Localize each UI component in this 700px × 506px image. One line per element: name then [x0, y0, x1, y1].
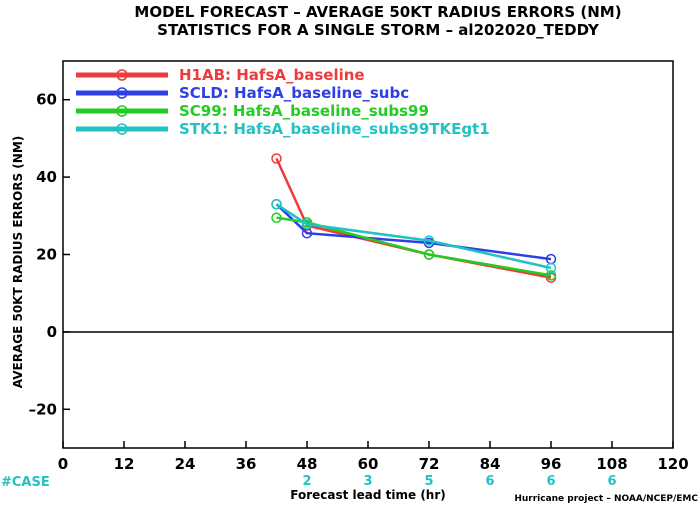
- data-point: [545, 270, 557, 281]
- data-point: [271, 212, 282, 223]
- legend-label: H1AB: HafsA_baseline: [179, 66, 365, 84]
- case-count: 2: [302, 474, 311, 489]
- x-tick-label: 96: [541, 455, 562, 473]
- chart-title: MODEL FORECAST – AVERAGE 50KT RADIUS ERR…: [134, 3, 621, 21]
- x-tick-label: 72: [419, 455, 440, 473]
- data-point: [271, 198, 282, 210]
- x-tick-label: 60: [358, 455, 379, 473]
- y-tick-label: 0: [47, 323, 57, 341]
- x-tick-label: 36: [236, 455, 257, 473]
- x-axis: 0 12 24 36 48 60 72 84 96 108 120: [58, 441, 689, 473]
- data-point: [423, 249, 435, 260]
- data-point: [545, 262, 557, 274]
- x-tick-label: 108: [596, 455, 627, 473]
- x-tick-label: 12: [114, 455, 135, 473]
- y-tick-label: 40: [36, 168, 57, 186]
- series-layer: [271, 153, 557, 283]
- credit-text: Hurricane project – NOAA/NCEP/EMC: [514, 494, 698, 504]
- y-tick-label: 20: [36, 246, 57, 264]
- x-tick-label: 24: [175, 455, 196, 473]
- data-point: [271, 153, 282, 164]
- legend-marker: [116, 87, 128, 99]
- case-label: #CASE: [1, 475, 50, 490]
- legend-label: SCLD: HafsA_baseline_subc: [179, 84, 409, 102]
- case-count: 3: [363, 474, 372, 489]
- legend-marker: [116, 105, 128, 117]
- case-count: 6: [485, 474, 494, 489]
- case-count: 6: [546, 474, 555, 489]
- case-count: 6: [607, 474, 616, 489]
- y-axis: –20 0 20 40 60: [29, 91, 70, 418]
- x-axis-label: Forecast lead time (hr): [290, 488, 446, 502]
- case-counts: #CASE 2 3 5 6 6 6: [1, 474, 617, 490]
- y-tick-label: 60: [36, 91, 57, 109]
- series-line: [276, 216, 552, 277]
- data-point: [301, 219, 313, 230]
- data-point: [423, 235, 435, 246]
- legend-label: STK1: HafsA_baseline_subs99TKEgt1: [179, 120, 490, 138]
- legend-marker: [116, 69, 128, 81]
- case-count: 5: [424, 474, 433, 489]
- x-tick-label: 84: [480, 455, 501, 473]
- x-tick-label: 0: [58, 455, 68, 473]
- y-tick-label: –20: [29, 400, 57, 418]
- legend-marker: [116, 123, 128, 135]
- x-tick-label: 120: [657, 455, 688, 473]
- y-axis-label: AVERAGE 50KT RADIUS ERRORS (NM): [11, 136, 25, 388]
- series-line: [275, 203, 552, 270]
- chart-subtitle: STATISTICS FOR A SINGLE STORM – al202020…: [157, 21, 600, 39]
- x-tick-label: 48: [297, 455, 318, 473]
- legend-label: SC99: HafsA_baseline_subs99: [179, 102, 429, 120]
